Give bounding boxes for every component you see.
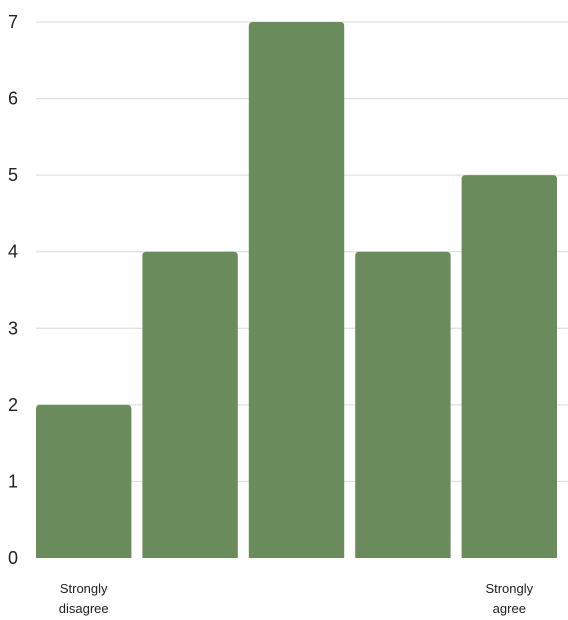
x-tick-label: Strongly agree (485, 581, 533, 616)
y-tick-label: 5 (8, 165, 18, 185)
bar-5 (461, 175, 557, 558)
bar-2 (142, 251, 238, 558)
x-axis-labels: Strongly disagree Strongly agree (59, 581, 534, 616)
bar-1 (36, 404, 132, 558)
y-tick-label: 7 (8, 12, 18, 32)
y-tick-label: 0 (8, 548, 18, 568)
y-tick-label: 3 (8, 318, 18, 338)
bar-3 (248, 22, 345, 558)
y-tick-label: 4 (8, 242, 18, 262)
y-axis-ticks: 0 1 2 3 4 5 6 7 (8, 12, 18, 568)
y-tick-label: 6 (8, 89, 18, 109)
y-tick-label: 2 (8, 395, 18, 415)
bars (36, 22, 557, 558)
y-tick-label: 1 (8, 471, 18, 491)
x-tick-label: Strongly disagree (59, 581, 109, 616)
bar-4 (355, 251, 451, 558)
